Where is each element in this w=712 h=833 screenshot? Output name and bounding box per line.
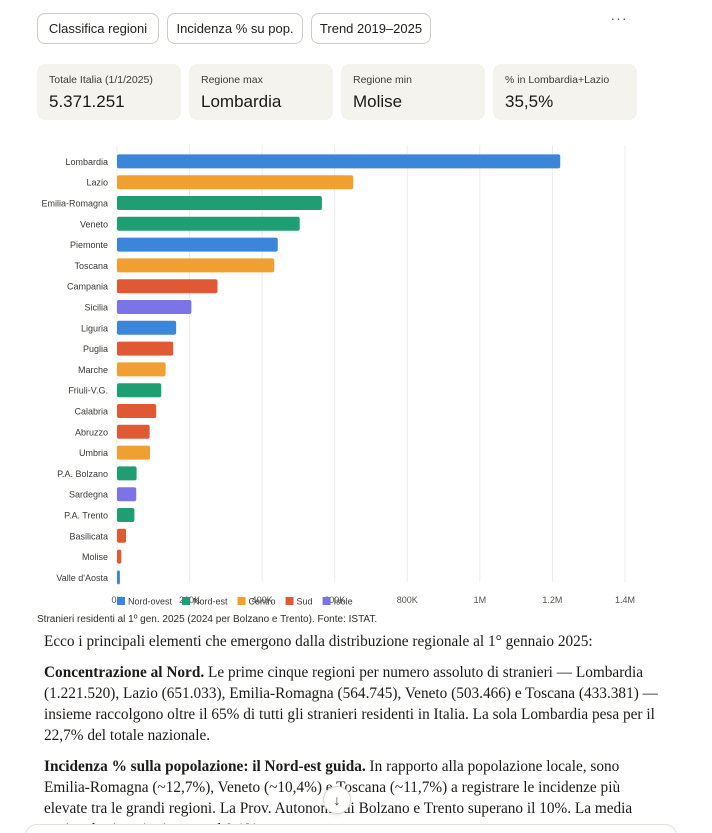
- category-label: Emilia-Romagna: [41, 199, 108, 209]
- bar: [117, 383, 162, 398]
- stat-label: % in Lombardia+Lazio: [505, 74, 610, 86]
- bar: [117, 362, 166, 377]
- tab-trend[interactable]: Trend 2019–2025: [311, 13, 431, 44]
- stat-label: Regione max: [201, 74, 263, 86]
- category-label: Molise: [82, 552, 108, 562]
- x-tick-label: 1M: [474, 595, 487, 605]
- category-label: Basilicata: [69, 531, 108, 541]
- bar: [117, 237, 278, 252]
- stat-value: 5.371.251: [49, 92, 125, 111]
- bar: [117, 154, 561, 169]
- bar: [117, 279, 218, 294]
- category-label: Sardegna: [69, 490, 108, 500]
- category-label: Marche: [78, 365, 108, 375]
- paragraph-body: Le prime cinque regioni per numero assol…: [44, 664, 658, 744]
- paragraph-heading: Incidenza % sulla popolazione: il Nord-e…: [44, 758, 366, 775]
- legend-swatch: [322, 597, 331, 605]
- bar: [117, 341, 174, 356]
- x-tick-label: 1.2M: [542, 595, 562, 605]
- composer-bar[interactable]: [25, 824, 677, 833]
- category-label: Campania: [67, 282, 108, 292]
- bar: [117, 508, 135, 522]
- legend-label: Sud: [297, 597, 313, 607]
- x-tick-label: 1.4M: [615, 595, 635, 605]
- category-label: Toscana: [74, 261, 108, 271]
- paragraph-heading: Concentrazione al Nord.: [44, 664, 205, 681]
- legend-label: Nord-ovest: [128, 597, 173, 607]
- chart-caption: Stranieri residenti al 1º gen. 2025 (202…: [37, 614, 378, 625]
- category-label: Veneto: [80, 219, 108, 229]
- x-tick-label: 800K: [397, 595, 418, 605]
- category-label: Lombardia: [65, 157, 108, 167]
- bar: [117, 445, 151, 460]
- legend-swatch: [237, 597, 246, 605]
- regional-bar-chart: Lombardia Lazio Emilia-Romagna Veneto Piemon…: [41, 145, 635, 607]
- category-label: Liguria: [81, 323, 108, 333]
- category-label: P.A. Trento: [64, 511, 108, 521]
- stat-card-totale: Totale Italia (1/1/2025) 5.371.251: [37, 64, 181, 120]
- stat-card-min: Regione min Molise: [341, 64, 485, 120]
- intro-paragraph: Ecco i principali elementi che emergono …: [44, 633, 593, 650]
- bar: [117, 258, 275, 273]
- stat-value: Lombardia: [201, 92, 282, 111]
- bar: [117, 196, 322, 210]
- category-label: Umbria: [79, 448, 108, 458]
- stat-value: 35,5%: [505, 92, 554, 111]
- stat-cards: Totale Italia (1/1/2025) 5.371.251 Regio…: [37, 64, 637, 120]
- category-label: Sicilia: [84, 303, 108, 313]
- bar: [117, 549, 122, 564]
- bar: [117, 175, 354, 190]
- x-tick-label: 400K: [252, 595, 273, 605]
- stat-card-share: % in Lombardia+Lazio 35,5%: [493, 64, 637, 120]
- bar: [117, 424, 150, 439]
- bar: [117, 528, 127, 543]
- category-label: Calabria: [74, 407, 108, 417]
- category-label: Friuli-V.G.: [68, 386, 108, 396]
- legend-swatch: [285, 597, 294, 605]
- view-tabs: Classifica regioni Incidenza % su pop. T…: [37, 13, 431, 44]
- more-horizontal-icon[interactable]: ···: [610, 10, 628, 26]
- paragraph-incidenza: Incidenza % sulla popolazione: il Nord-e…: [44, 756, 664, 833]
- category-label: Abruzzo: [75, 427, 108, 437]
- legend-label: Isole: [334, 597, 353, 607]
- category-label: P.A. Bolzano: [57, 469, 108, 479]
- legend-label: Nord-est: [193, 597, 228, 607]
- bar: [117, 570, 120, 585]
- paragraph-nord: Concentrazione al Nord. Le prime cinque …: [44, 662, 664, 746]
- tab-incidenza[interactable]: Incidenza % su pop.: [167, 13, 303, 44]
- legend-swatch: [182, 597, 191, 605]
- tab-classifica-regioni[interactable]: Classifica regioni: [37, 13, 159, 44]
- x-tick-label: 600K: [324, 595, 345, 605]
- bar: [117, 216, 300, 231]
- stat-label: Regione min: [353, 74, 412, 86]
- bar: [117, 300, 192, 314]
- legend-label: Centro: [249, 597, 276, 607]
- category-label: Lazio: [86, 178, 108, 188]
- stat-label: Totale Italia (1/1/2025): [49, 74, 153, 86]
- analysis-text: Ecco i principali elementi che emergono …: [44, 631, 664, 833]
- category-label: Piemonte: [70, 240, 108, 250]
- bar: [117, 320, 177, 335]
- stat-value: Molise: [353, 92, 403, 111]
- bar: [117, 487, 137, 502]
- arrow-down-icon[interactable]: ↓: [323, 786, 351, 814]
- stat-card-max: Regione max Lombardia: [189, 64, 333, 120]
- bar: [117, 466, 137, 481]
- bar: [117, 404, 157, 418]
- category-label: Valle d'Aosta: [56, 573, 108, 583]
- category-label: Puglia: [83, 344, 108, 354]
- legend-swatch: [117, 597, 125, 605]
